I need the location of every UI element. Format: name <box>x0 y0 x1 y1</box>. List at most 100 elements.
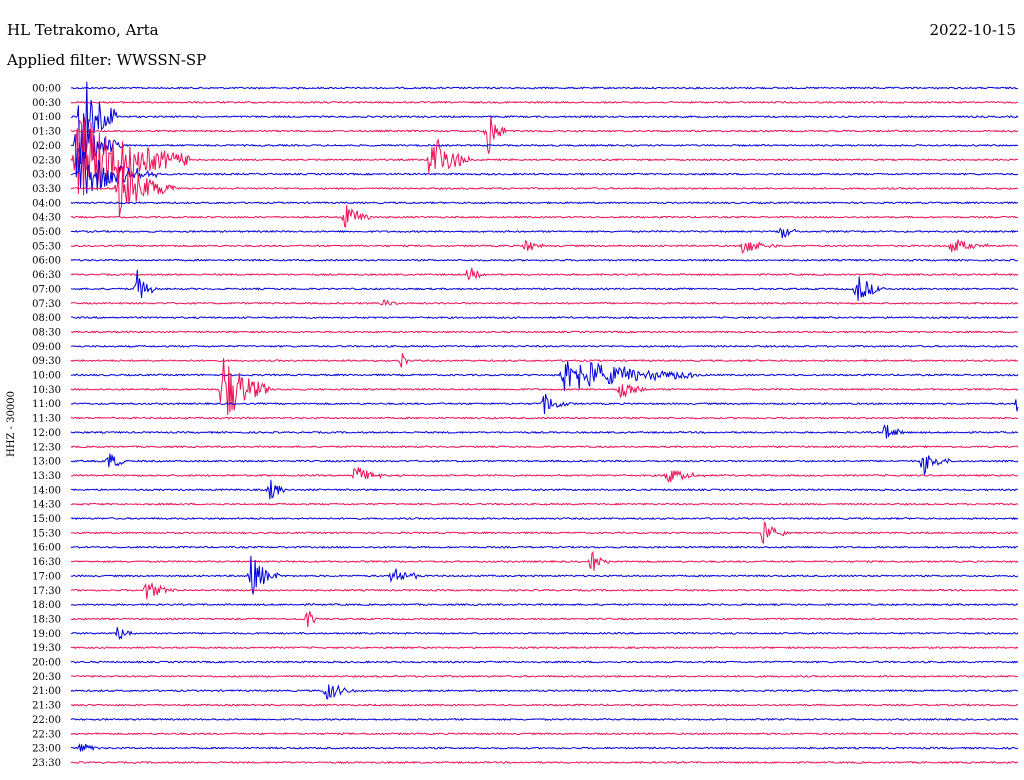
row-tick-label: 14:30 <box>32 500 61 511</box>
trace-row <box>71 160 1019 217</box>
row-tick-label: 02:30 <box>32 155 61 166</box>
trace-row <box>70 205 1019 228</box>
trace-row <box>70 521 1019 545</box>
date-label: 2022-10-15 <box>929 21 1016 39</box>
y-axis-label: HHZ - 30000 <box>6 391 17 457</box>
trace-row <box>70 267 1019 281</box>
row-tick-label: 03:30 <box>32 184 61 195</box>
seismic-traces <box>70 81 1019 765</box>
trace-row <box>70 416 1019 420</box>
row-tick-label: 05:30 <box>32 241 61 252</box>
trace-row <box>70 358 1019 416</box>
trace-row <box>70 581 1019 600</box>
trace-row <box>70 117 1019 196</box>
row-tick-label: 22:00 <box>32 715 61 726</box>
row-tick-label: 23:00 <box>32 744 61 755</box>
row-tick-label: 12:00 <box>32 428 61 439</box>
trace-row <box>70 742 1019 752</box>
row-tick-label: 17:30 <box>32 586 61 597</box>
row-tick-label: 22:30 <box>32 729 61 740</box>
trace-row <box>70 361 1019 391</box>
row-tick-label: 03:00 <box>32 170 61 181</box>
trace-row <box>70 344 1019 348</box>
trace-row <box>70 760 1019 765</box>
trace-row <box>70 660 1019 664</box>
row-tick-label: 23:30 <box>32 758 61 769</box>
trace-row <box>70 316 1019 320</box>
trace-row <box>70 227 1019 239</box>
trace-row <box>70 239 1019 254</box>
trace-row <box>70 86 1019 90</box>
row-tick-label: 04:30 <box>32 213 61 224</box>
trace-row <box>70 555 1019 595</box>
trace-row <box>70 353 1019 368</box>
row-tick-label: 12:30 <box>32 442 61 453</box>
trace-row <box>70 550 1019 571</box>
trace-row <box>70 100 1019 104</box>
row-tick-label: 14:00 <box>32 485 61 496</box>
row-tick-label: 01:00 <box>32 112 61 123</box>
trace-row <box>70 627 1019 640</box>
row-tick-label: 00:30 <box>32 98 61 109</box>
row-tick-label: 16:00 <box>32 543 61 554</box>
trace-row <box>70 81 1019 155</box>
row-tick-label: 17:00 <box>32 571 61 582</box>
row-tick-label: 21:00 <box>32 686 61 697</box>
row-tick-label: 00:00 <box>32 84 61 95</box>
row-tick-label: 18:30 <box>32 614 61 625</box>
trace-row <box>70 201 1019 205</box>
trace-row <box>70 269 1019 301</box>
trace-row <box>70 330 1019 334</box>
trace-row <box>70 125 1019 178</box>
trace-row <box>70 646 1019 650</box>
trace-row <box>70 453 1019 475</box>
trace-row <box>70 717 1019 722</box>
trace-row <box>70 479 1019 500</box>
row-tick-labels: 00:00 00:30 01:00 01:30 02:00 02:30 03:00 03:30… <box>32 84 61 769</box>
trace-row <box>70 299 1019 307</box>
trace-row <box>70 393 1019 415</box>
trace-row <box>70 516 1019 521</box>
station-title: HL Tetrakomo, Arta <box>7 21 159 39</box>
trace-row <box>70 545 1019 549</box>
row-tick-label: 09:30 <box>32 356 61 367</box>
trace-row <box>71 467 1019 483</box>
row-tick-label: 15:00 <box>32 514 61 525</box>
trace-row <box>70 602 1019 607</box>
row-tick-label: 10:00 <box>32 371 61 382</box>
row-tick-label: 16:30 <box>32 557 61 568</box>
trace-row <box>70 150 1019 194</box>
trace-row <box>70 703 1019 707</box>
row-tick-label: 01:30 <box>32 127 61 138</box>
row-tick-label: 19:30 <box>32 643 61 654</box>
row-tick-label: 11:00 <box>32 399 61 410</box>
row-tick-label: 13:00 <box>32 457 61 468</box>
row-tick-label: 09:00 <box>32 342 61 353</box>
row-tick-label: 04:00 <box>32 198 61 209</box>
row-tick-label: 20:00 <box>32 658 61 669</box>
row-tick-label: 10:30 <box>32 385 61 396</box>
row-tick-label: 15:30 <box>32 528 61 539</box>
filter-subtitle: Applied filter: WWSSN-SP <box>7 51 207 69</box>
trace-row <box>70 116 1019 154</box>
row-tick-label: 20:30 <box>32 672 61 683</box>
trace-row <box>70 502 1019 506</box>
row-tick-label: 18:00 <box>32 600 61 611</box>
row-tick-label: 08:30 <box>32 327 61 338</box>
trace-row <box>70 684 1019 700</box>
row-tick-label: 06:00 <box>32 256 61 267</box>
row-tick-label: 02:00 <box>32 141 61 152</box>
row-tick-label: 13:30 <box>32 471 61 482</box>
trace-row <box>70 674 1019 678</box>
row-tick-label: 11:30 <box>32 414 61 425</box>
trace-row <box>70 258 1019 262</box>
trace-row <box>70 424 1019 439</box>
trace-row <box>70 445 1019 449</box>
row-tick-label: 19:00 <box>32 629 61 640</box>
row-tick-label: 21:30 <box>32 701 61 712</box>
row-tick-label: 07:30 <box>32 299 61 310</box>
row-tick-label: 07:00 <box>32 284 61 295</box>
trace-row <box>70 611 1019 628</box>
row-tick-label: 05:00 <box>32 227 61 238</box>
